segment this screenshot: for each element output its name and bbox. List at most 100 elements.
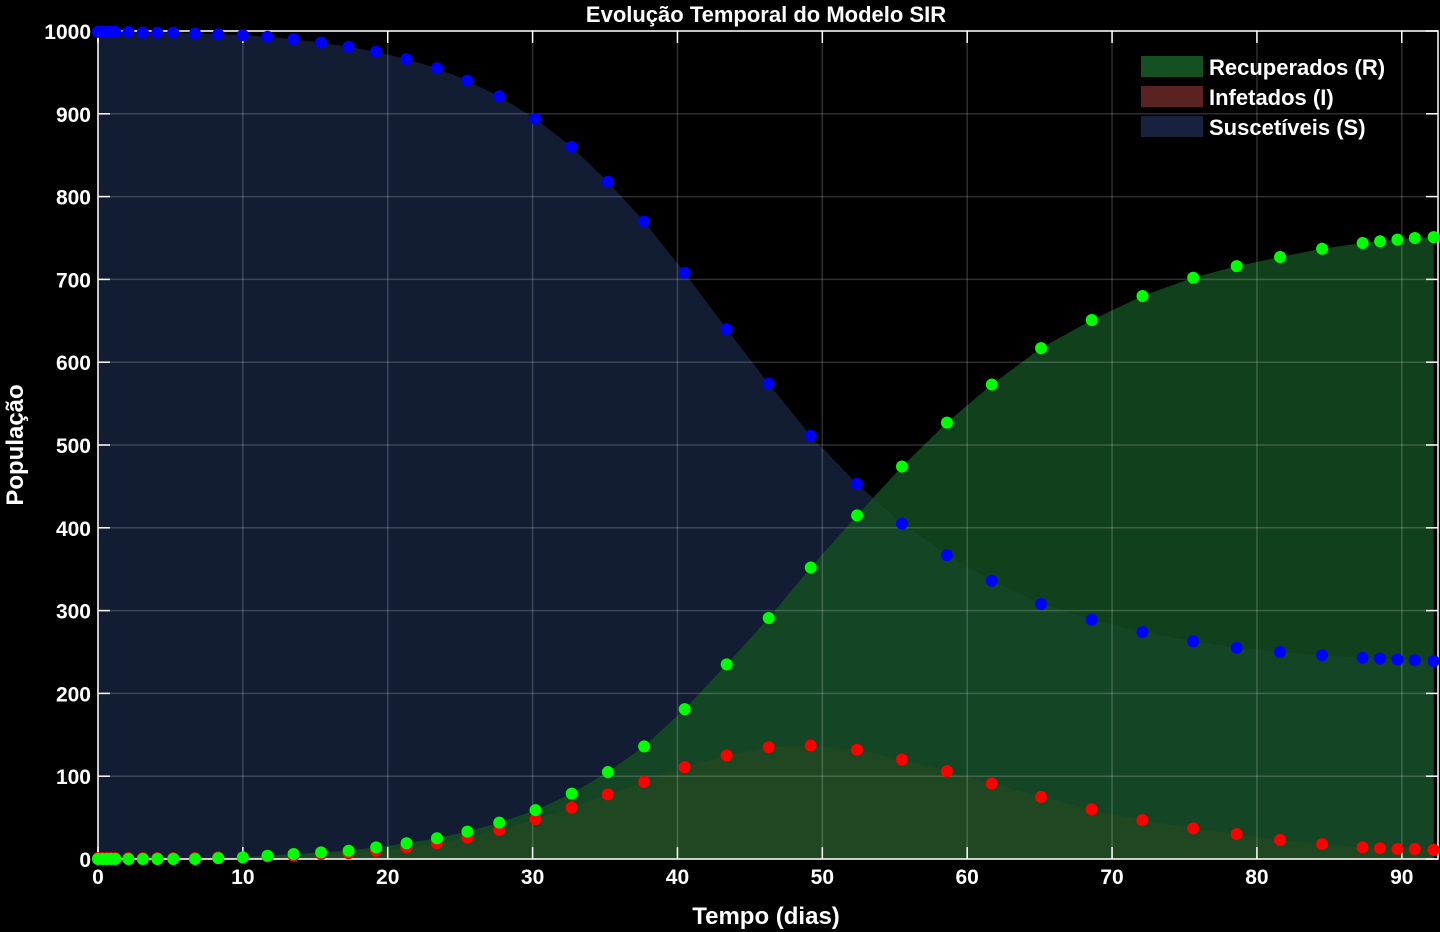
data-point-R <box>565 787 578 800</box>
data-point-S <box>1136 626 1149 639</box>
data-point-R <box>804 561 817 574</box>
data-point-S <box>151 26 164 39</box>
data-point-I <box>896 753 908 766</box>
data-point-R <box>762 612 775 625</box>
data-point-S <box>851 477 864 490</box>
data-point-I <box>1035 790 1048 803</box>
data-point-I <box>1408 843 1421 856</box>
data-point-I <box>1085 803 1098 816</box>
markers-S <box>92 25 1440 668</box>
data-point-R <box>315 846 328 859</box>
data-point-R <box>151 853 164 865</box>
data-point-R <box>1274 251 1287 264</box>
data-point-R <box>638 740 651 753</box>
data-point-I <box>851 743 864 756</box>
y-tick-label: 500 <box>56 435 91 458</box>
data-point-S <box>1427 655 1440 668</box>
data-point-R <box>1035 342 1048 355</box>
markers-R <box>92 231 1440 865</box>
data-point-I <box>1374 842 1387 855</box>
y-tick-label: 100 <box>56 766 91 789</box>
data-point-I <box>762 741 775 754</box>
data-point-R <box>940 416 953 429</box>
data-point-R <box>342 844 355 857</box>
data-point-S <box>136 26 149 39</box>
data-point-S <box>122 25 135 38</box>
x-tick-label: 70 <box>1100 866 1123 889</box>
data-point-R <box>1136 289 1149 302</box>
data-point-I <box>985 777 998 790</box>
data-point-R <box>261 849 274 862</box>
data-point-R <box>1356 236 1369 249</box>
data-point-I <box>529 813 542 826</box>
x-tick-label: 30 <box>521 866 544 889</box>
x-tick-label: 80 <box>1245 866 1268 889</box>
data-point-I <box>1316 838 1329 851</box>
x-tick-label: 10 <box>231 866 254 889</box>
x-tick-label: 50 <box>811 866 834 889</box>
y-tick-label: 800 <box>56 187 91 210</box>
data-point-S <box>1408 654 1421 667</box>
data-point-S <box>1316 649 1329 662</box>
data-point-I <box>1274 833 1287 846</box>
data-point-S <box>370 45 383 58</box>
legend-label-R: Recuperados (R) <box>1209 55 1385 80</box>
legend-label-I: Infetados (I) <box>1209 85 1334 110</box>
data-point-I <box>1136 814 1149 827</box>
data-point-S <box>985 574 998 587</box>
data-point-R <box>851 509 864 522</box>
data-point-R <box>122 853 135 865</box>
data-point-I <box>1187 822 1200 835</box>
area-fills <box>98 31 1434 860</box>
data-point-I <box>720 749 733 762</box>
data-point-R <box>236 851 249 864</box>
legend: Recuperados (R) Infetados (I) Suscetíveis … <box>1141 55 1385 140</box>
x-tick-label: 60 <box>956 866 979 889</box>
data-point-R <box>1085 313 1098 326</box>
data-point-R <box>1316 242 1329 255</box>
data-point-I <box>940 765 953 778</box>
legend-swatch-S <box>1141 116 1203 137</box>
x-axis-label: Tempo (dias) <box>692 903 840 930</box>
data-point-I <box>638 776 651 788</box>
data-point-I <box>601 788 614 801</box>
data-point-S <box>940 549 953 562</box>
data-point-I <box>1230 828 1243 841</box>
y-tick-label: 0 <box>79 849 91 872</box>
data-point-S <box>1187 635 1200 648</box>
y-tick-label: 1000 <box>44 21 91 44</box>
data-point-S <box>493 90 506 103</box>
data-point-S <box>400 53 413 66</box>
data-point-R <box>1230 260 1243 273</box>
y-axis-label: População <box>2 384 29 505</box>
data-point-I <box>565 801 578 814</box>
legend-swatch-I <box>1141 86 1203 107</box>
area-R <box>98 237 1434 860</box>
data-point-S <box>212 28 225 41</box>
data-point-S <box>678 266 691 279</box>
axis-ticks: 0 10 20 30 40 50 60 70 80 90010020030040050060070… <box>44 21 1438 889</box>
data-point-R <box>287 848 300 861</box>
data-point-S <box>315 36 328 49</box>
data-point-I <box>1356 841 1369 854</box>
data-point-R <box>493 816 506 829</box>
y-tick-label: 300 <box>56 601 91 624</box>
data-point-S <box>720 323 733 336</box>
data-point-S <box>430 62 443 75</box>
data-point-R <box>370 841 383 854</box>
x-tick-label: 20 <box>376 866 399 889</box>
data-point-S <box>109 25 122 38</box>
data-point-R <box>720 658 733 671</box>
y-tick-label: 900 <box>56 104 91 127</box>
data-point-S <box>1391 653 1404 666</box>
data-point-S <box>762 377 775 390</box>
data-point-S <box>1035 597 1048 610</box>
data-point-R <box>136 853 149 865</box>
data-point-S <box>529 112 542 125</box>
data-point-S <box>287 33 300 46</box>
data-point-S <box>1356 651 1369 664</box>
data-point-R <box>430 832 443 845</box>
x-tick-label: 0 <box>92 866 104 889</box>
legend-swatch-R <box>1141 56 1203 77</box>
